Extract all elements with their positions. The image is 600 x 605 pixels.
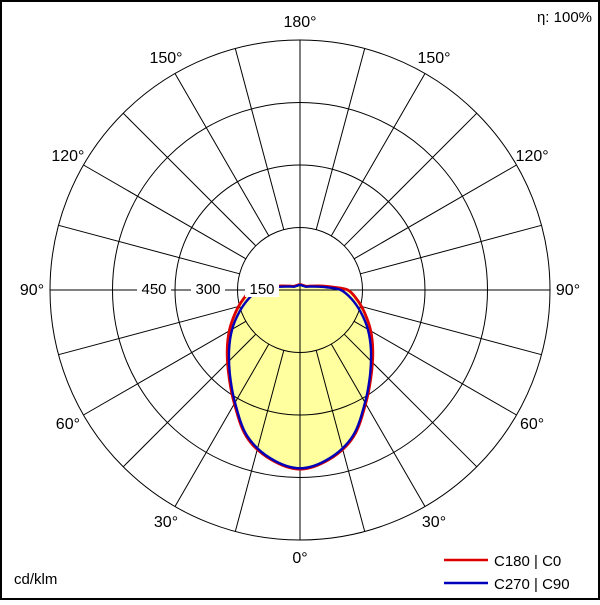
grid-spoke [360, 224, 542, 275]
grid-spoke [315, 48, 366, 230]
grid-spoke [360, 305, 542, 356]
grid-spoke [174, 343, 270, 507]
unit-label: cd/klm [14, 571, 57, 588]
legend: C180 | C0 C270 | C90 [444, 553, 570, 593]
grid-spoke [315, 350, 366, 532]
ring-label-halo [245, 280, 279, 297]
polar-grid-layer [49, 39, 551, 541]
grid-spoke [122, 333, 257, 468]
ring-label-halo [137, 280, 171, 297]
angle-label: 30° [154, 514, 178, 531]
grid-spoke [58, 224, 240, 275]
grid-spoke [234, 350, 285, 532]
grid-spoke [343, 333, 478, 468]
angle-label: 150° [417, 50, 450, 67]
ring-label: 450 [141, 281, 166, 298]
angle-label: 120° [516, 148, 549, 165]
grid-spoke [330, 73, 426, 237]
grid-spoke [353, 320, 517, 416]
grid-spoke [353, 164, 517, 260]
grid-spoke [174, 73, 270, 237]
efficiency-label: η: 100% [537, 9, 592, 26]
grid-spoke [122, 112, 257, 247]
angle-label: 90° [556, 282, 580, 299]
angle-label: 150° [149, 50, 182, 67]
polar-label-layer: 0° 30° 30° 60° 60° 90° 90° 120° 120° 150° 150° 180°… [20, 14, 580, 567]
legend-label-c90-c270: C270 | C90 [494, 576, 570, 593]
grid-spoke [58, 305, 240, 356]
polar-curve-layer [225, 283, 375, 471]
angle-label: 30° [422, 514, 446, 531]
angle-label: 180° [283, 14, 316, 31]
angle-label: 60° [56, 416, 80, 433]
grid-spoke [83, 164, 247, 260]
curve-c270-c90 [227, 283, 373, 470]
angle-label: 120° [51, 148, 84, 165]
legend-label-c0-c180: C180 | C0 [494, 553, 561, 570]
angle-label: 60° [520, 416, 544, 433]
ring-label: 300 [195, 281, 220, 298]
grid-spoke [83, 320, 247, 416]
angle-label: 90° [20, 282, 44, 299]
angle-label: 0° [292, 550, 307, 567]
ring-label: 150 [249, 281, 274, 298]
ring-label-halo [191, 280, 225, 297]
grid-spoke [234, 48, 285, 230]
grid-spoke [330, 343, 426, 507]
grid-spoke [343, 112, 478, 247]
